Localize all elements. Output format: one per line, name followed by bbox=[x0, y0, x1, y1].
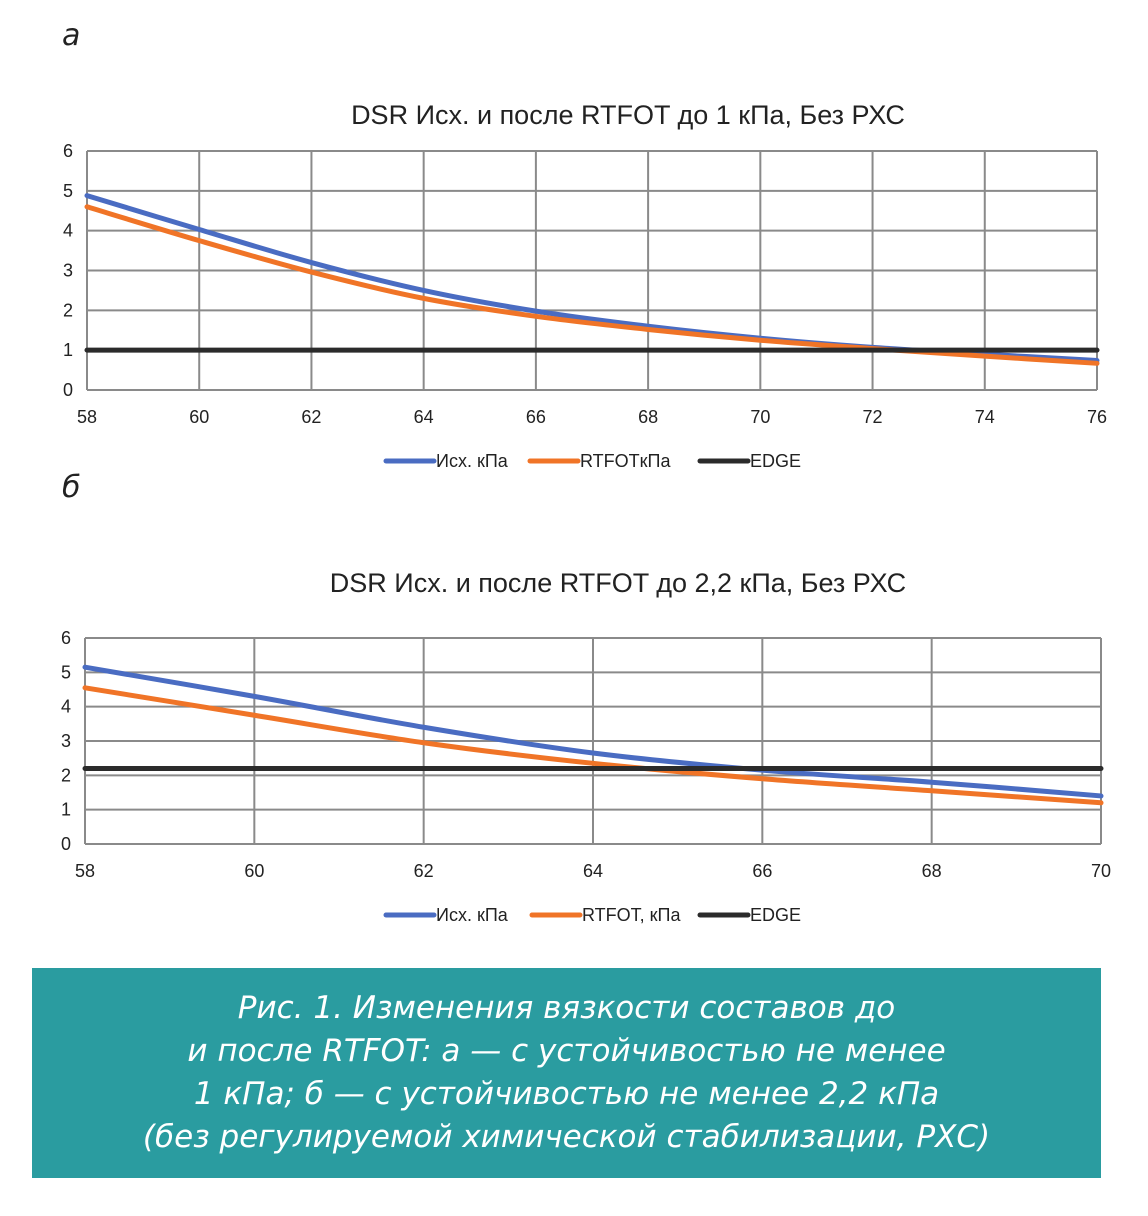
x-tick-label: 62 bbox=[301, 407, 321, 427]
y-tick-label: 2 bbox=[61, 765, 71, 785]
x-tick-label: 68 bbox=[638, 407, 658, 427]
caption-line-4: (без регулируемой химической стабилизаци… bbox=[142, 1119, 991, 1155]
caption-line-2: и после RTFOT: а — с устойчивостью не ме… bbox=[187, 1033, 946, 1069]
legend-label-1: Исх. кПа bbox=[436, 451, 509, 471]
x-tick-label: 58 bbox=[77, 407, 97, 427]
y-tick-label: 1 bbox=[61, 800, 71, 820]
panel-label-b: б bbox=[62, 470, 81, 505]
legend-label-2: RTFOTкПа bbox=[580, 451, 671, 471]
caption-line-1: Рис. 1. Изменения вязкости составов до bbox=[237, 990, 896, 1026]
x-tick-label: 60 bbox=[189, 407, 209, 427]
legend-label-3: EDGE bbox=[750, 905, 801, 925]
x-tick-label: 74 bbox=[975, 407, 995, 427]
y-tick-label: 5 bbox=[63, 181, 73, 201]
x-tick-label: 64 bbox=[583, 861, 603, 881]
chart-b: DSR Исх. и после RTFOT до 2,2 кПа, Без Р… bbox=[61, 568, 1111, 925]
y-tick-label: 4 bbox=[63, 221, 73, 241]
chart-title: DSR Исх. и после RTFOT до 1 кПа, Без РХС bbox=[351, 100, 905, 130]
x-tick-label: 64 bbox=[414, 407, 434, 427]
x-tick-label: 70 bbox=[750, 407, 770, 427]
legend-label-3: EDGE bbox=[750, 451, 801, 471]
y-tick-label: 1 bbox=[63, 340, 73, 360]
legend-label-2: RTFOT, кПа bbox=[582, 905, 681, 925]
x-tick-label: 68 bbox=[922, 861, 942, 881]
x-tick-label: 62 bbox=[414, 861, 434, 881]
x-tick-label: 70 bbox=[1091, 861, 1111, 881]
panel-label-a: а bbox=[62, 18, 81, 53]
series-line-2 bbox=[82, 685, 1104, 806]
y-tick-label: 6 bbox=[61, 628, 71, 648]
chart-a: DSR Исх. и после RTFOT до 1 кПа, Без РХС… bbox=[63, 100, 1107, 471]
y-tick-label: 5 bbox=[61, 662, 71, 682]
legend-label-1: Исх. кПа bbox=[436, 905, 509, 925]
y-tick-label: 3 bbox=[61, 731, 71, 751]
x-tick-label: 66 bbox=[526, 407, 546, 427]
series-line-1 bbox=[82, 664, 1104, 799]
y-tick-label: 6 bbox=[63, 141, 73, 161]
y-tick-label: 0 bbox=[63, 380, 73, 400]
gridlines bbox=[84, 637, 1102, 845]
x-tick-label: 60 bbox=[244, 861, 264, 881]
y-tick-label: 4 bbox=[61, 697, 71, 717]
y-tick-label: 3 bbox=[63, 261, 73, 281]
y-tick-label: 0 bbox=[61, 834, 71, 854]
x-tick-label: 66 bbox=[752, 861, 772, 881]
gridlines bbox=[86, 150, 1098, 391]
x-tick-label: 72 bbox=[863, 407, 883, 427]
x-tick-label: 58 bbox=[75, 861, 95, 881]
caption-line-3: 1 кПа; б — с устойчивостью не менее 2,2 … bbox=[193, 1076, 940, 1112]
x-tick-label: 76 bbox=[1087, 407, 1107, 427]
y-tick-label: 2 bbox=[63, 300, 73, 320]
chart-title: DSR Исх. и после RTFOT до 2,2 кПа, Без Р… bbox=[330, 568, 906, 598]
figure-caption: Рис. 1. Изменения вязкости составов до и… bbox=[32, 968, 1101, 1178]
